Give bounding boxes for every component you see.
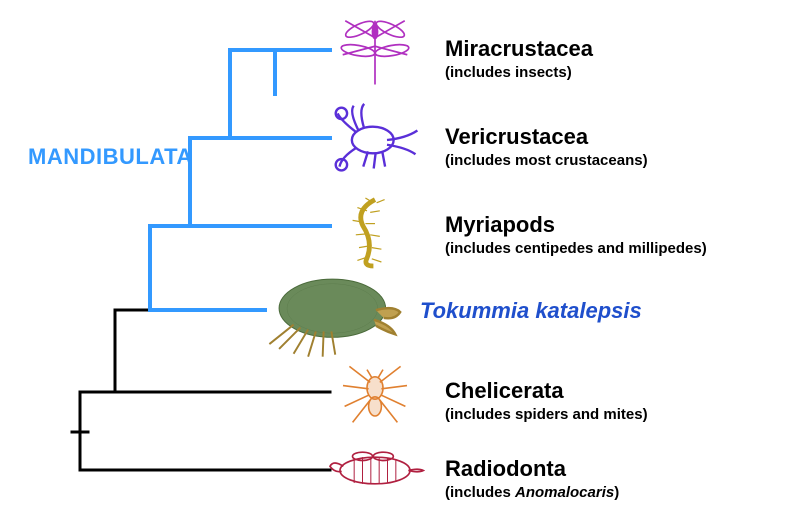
taxon-name: Vericrustacea <box>445 124 648 150</box>
species-name: Tokummia katalepsis <box>420 298 642 324</box>
chelicerata-icon <box>335 352 415 432</box>
taxon-sub: (includes Anomalocaris) <box>445 484 619 501</box>
taxon-name: Myriapods <box>445 212 707 238</box>
taxon-chelicerata: Chelicerata (includes spiders and mites) <box>445 378 648 423</box>
taxon-vericrustacea: Vericrustacea (includes most crustaceans… <box>445 124 648 169</box>
taxon-sub: (includes most crustaceans) <box>445 152 648 169</box>
taxon-myriapods: Myriapods (includes centipedes and milli… <box>445 212 707 257</box>
taxon-sub: (includes insects) <box>445 64 593 81</box>
myriapods-icon <box>335 190 415 270</box>
taxon-sub: (includes centipedes and millipedes) <box>445 240 707 257</box>
taxon-name: Miracrustacea <box>445 36 593 62</box>
miracrustacea-icon <box>330 8 420 93</box>
taxon-name: Chelicerata <box>445 378 648 404</box>
taxon-sub: (includes spiders and mites) <box>445 406 648 423</box>
taxon-miracrustacea: Miracrustacea (includes insects) <box>445 36 593 81</box>
vericrustacea-icon <box>330 100 425 180</box>
taxon-tokummia: Tokummia katalepsis <box>420 298 642 324</box>
tokummia-icon <box>250 270 405 360</box>
taxon-name: Radiodonta <box>445 456 619 482</box>
clade-label-mandibulata: MANDIBULATA <box>28 144 193 170</box>
taxon-radiodonta: Radiodonta (includes Anomalocaris) <box>445 456 619 501</box>
radiodonta-icon <box>325 438 425 503</box>
